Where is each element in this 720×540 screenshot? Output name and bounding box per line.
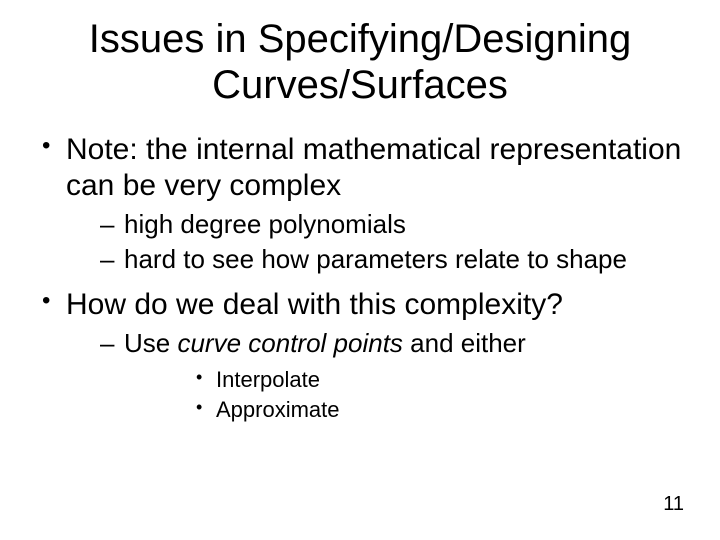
dash-icon: – <box>100 327 114 360</box>
bullet-l2: – high degree polynomials <box>66 208 684 241</box>
bullet-l1-text: Note: the internal mathematical represen… <box>66 133 681 202</box>
bullet-l1-text: How do we deal with this complexity? <box>66 288 563 321</box>
bullet-l1: Note: the internal mathematical represen… <box>36 132 684 275</box>
bullet-list-l3: Interpolate Approximate <box>124 366 684 425</box>
bullet-l3: Interpolate <box>124 366 684 395</box>
bullet-l3-text: Interpolate <box>216 367 320 392</box>
dash-icon: – <box>100 208 114 241</box>
dash-icon: – <box>100 243 114 276</box>
bullet-list-l2: – high degree polynomials – hard to see … <box>66 208 684 275</box>
bullet-l3-text: Approximate <box>216 397 340 422</box>
bullet-l1: How do we deal with this complexity? – U… <box>36 287 684 425</box>
bullet-l2: – Use curve control points and either In… <box>66 327 684 425</box>
bullet-l2-italic: curve control points <box>177 328 402 358</box>
bullet-l2-prefix: Use <box>124 328 177 358</box>
bullet-list-l1: Note: the internal mathematical represen… <box>36 132 684 425</box>
bullet-l2-text: high degree polynomials <box>124 209 406 239</box>
bullet-list-l2: – Use curve control points and either In… <box>66 327 684 425</box>
page-number: 11 <box>663 493 684 516</box>
bullet-l2-text: hard to see how parameters relate to sha… <box>124 244 627 274</box>
bullet-l2: – hard to see how parameters relate to s… <box>66 243 684 276</box>
bullet-l3: Approximate <box>124 396 684 425</box>
slide-title: Issues in Specifying/Designing Curves/Su… <box>36 16 684 108</box>
bullet-l2-suffix: and either <box>403 328 526 358</box>
slide: Issues in Specifying/Designing Curves/Su… <box>0 0 720 540</box>
